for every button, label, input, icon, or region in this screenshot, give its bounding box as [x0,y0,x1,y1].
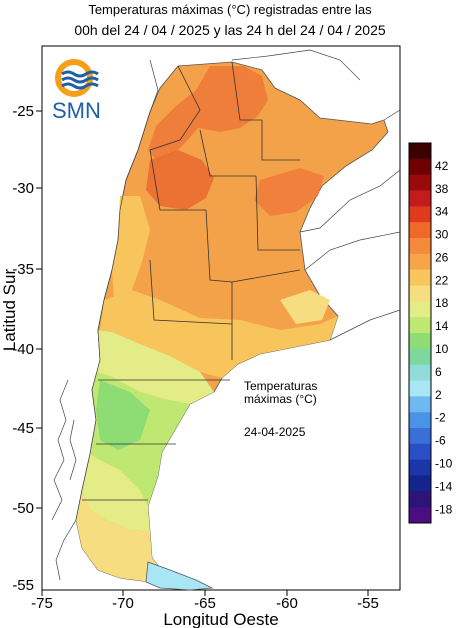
legend-label: 42 [435,159,449,173]
y-axis-title: Latitud Sur [0,269,19,352]
x-tick-label: -65 [194,595,216,612]
legend-label: 18 [435,296,449,310]
y-tick-label: -25 [12,103,34,120]
legend-label: 22 [435,273,449,287]
y-tick-label: -50 [12,500,34,517]
legend-swatch [409,459,431,476]
neighbor-outlines [55,49,401,581]
chile-coast-islands [51,379,77,521]
annotation-line-1: Temperaturas [244,379,317,393]
legend-swatch [409,174,431,191]
legend-swatch [409,143,431,160]
legend-swatch [409,317,431,334]
legend-label: -10 [435,456,453,470]
y-tick-label: -55 [12,577,34,594]
argentina-temperature-field [75,61,389,591]
legend-swatch [409,158,431,176]
legend-swatch [409,253,431,271]
y-tick-label: -30 [12,180,34,197]
legend-swatch [409,206,431,223]
legend-swatch [409,190,431,207]
legend-label: 38 [435,182,449,196]
legend-swatch [409,301,431,318]
legend-swatch [409,491,431,508]
legend-label: 2 [435,388,442,402]
legend-swatch [409,269,431,286]
smn-logo: SMN [52,59,101,123]
legend-swatch [409,380,431,397]
legend-swatch [409,285,431,302]
legend-label: 10 [435,342,449,356]
legend-swatch [409,507,431,524]
legend-label: -2 [435,411,446,425]
legend-label: -18 [435,502,453,516]
legend-swatch [409,364,431,381]
x-tick-label: -60 [276,595,298,612]
map-title-line-1: Temperaturas máximas (°C) registradas en… [88,2,372,17]
smn-logo-text: SMN [52,98,101,123]
legend-swatch [409,443,431,461]
legend-swatch [409,428,431,445]
legend-swatch [409,222,431,239]
legend-swatch [409,333,431,350]
legend-label: 30 [435,228,449,242]
legend-swatch [409,348,431,366]
x-tick-label: -70 [112,595,134,612]
legend-label: -6 [435,434,446,448]
color-legend: 42 38 34 30 26 22 18 14 10 6 2 -2 -6 -10 -14 -18 [408,142,453,524]
x-tick-label: -75 [31,595,53,612]
legend-swatch [409,238,431,255]
legend-label: -14 [435,479,453,493]
x-axis-title: Longitud Oeste [163,610,278,628]
legend-swatch [409,475,431,492]
annotation-date: 24-04-2025 [244,425,306,439]
map-title-line-2: 00h del 24 / 04 / 2025 y las 24 h del 24… [74,22,386,38]
annotation-line-2: máximas (°C) [244,392,317,406]
legend-label: 6 [435,365,442,379]
x-tick-label: -55 [357,595,379,612]
axis-ticks [36,110,369,596]
legend-swatch [409,412,431,429]
legend-label: 34 [435,205,449,219]
legend-label: 26 [435,250,449,264]
y-tick-label: -40 [12,341,34,358]
y-tick-label: -45 [12,420,34,437]
legend-swatch [409,396,431,413]
legend-frame [408,142,432,524]
legend-label: 14 [435,319,449,333]
y-tick-label: -35 [12,261,34,278]
